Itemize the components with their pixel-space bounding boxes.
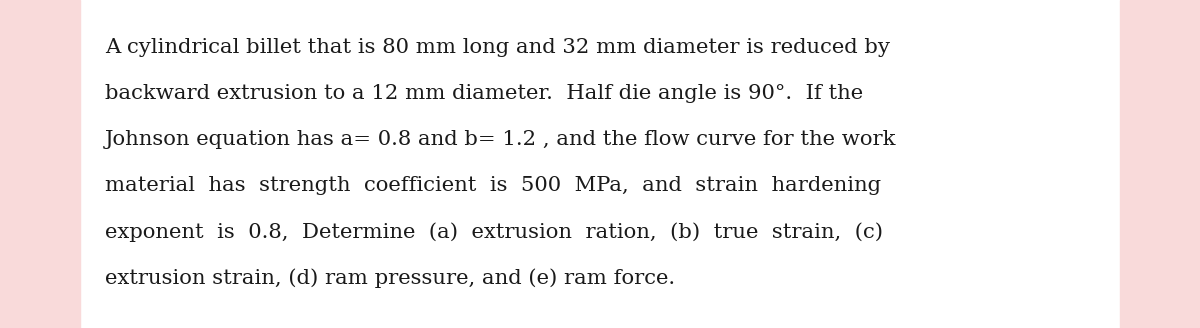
Text: extrusion strain, (d) ram pressure, and (e) ram force.: extrusion strain, (d) ram pressure, and …: [106, 268, 676, 288]
Text: A cylindrical billet that is 80 mm long and 32 mm diameter is reduced by: A cylindrical billet that is 80 mm long …: [106, 38, 890, 57]
Text: material  has  strength  coefficient  is  500  MPa,  and  strain  hardening: material has strength coefficient is 500…: [106, 176, 881, 195]
Text: backward extrusion to a 12 mm diameter.  Half die angle is 90°.  If the: backward extrusion to a 12 mm diameter. …: [106, 84, 863, 103]
Bar: [0, 0, 80, 328]
Text: exponent  is  0.8,  Determine  (a)  extrusion  ration,  (b)  true  strain,  (c): exponent is 0.8, Determine (a) extrusion…: [106, 222, 883, 242]
Bar: [1120, 0, 1200, 328]
Text: Johnson equation has a= 0.8 and b= 1.2 , and the flow curve for the work: Johnson equation has a= 0.8 and b= 1.2 ,…: [106, 130, 896, 149]
